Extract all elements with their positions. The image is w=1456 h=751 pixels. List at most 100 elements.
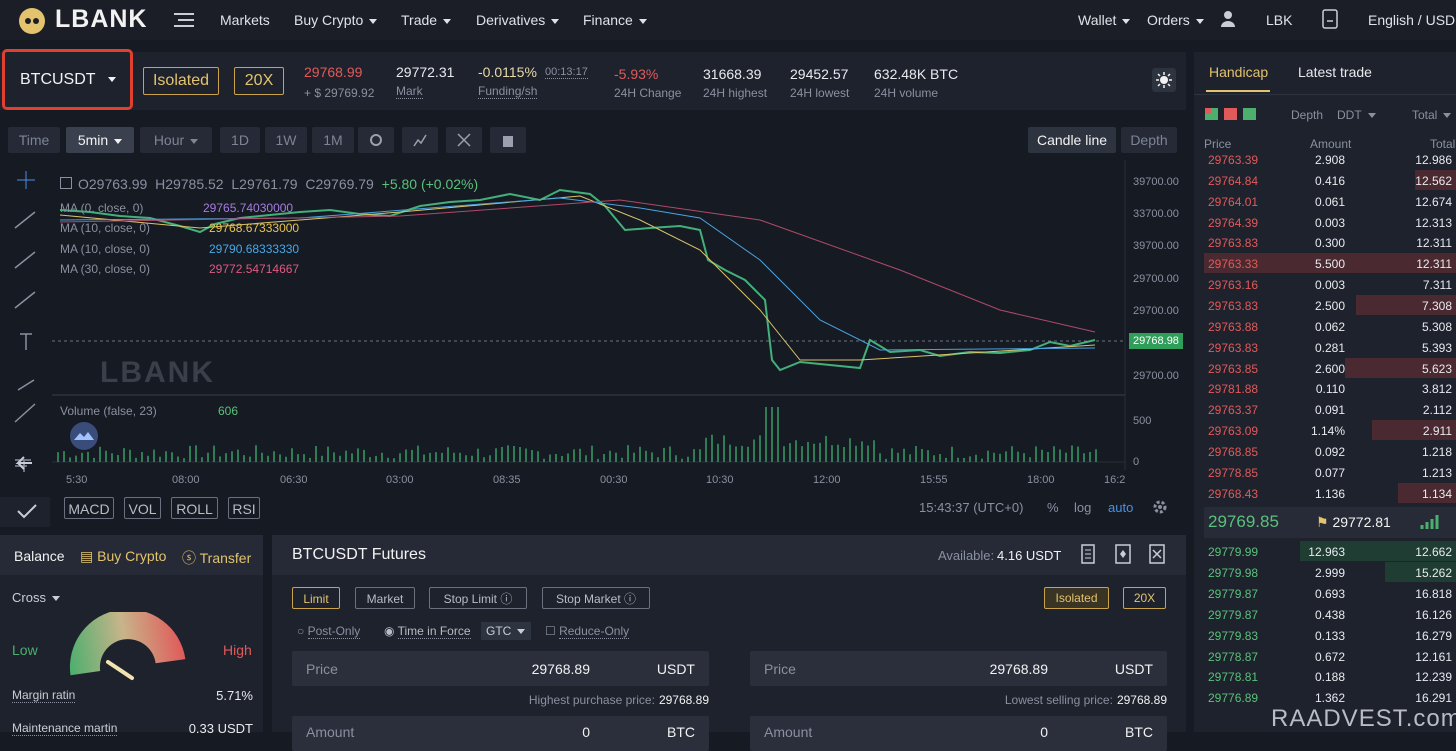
nav-item[interactable]: Markets [220, 12, 270, 28]
study-button[interactable]: RSI [228, 497, 260, 519]
book-price[interactable]: 29779.87 [1208, 586, 1259, 601]
logo[interactable]: LBANK [55, 5, 148, 33]
tool-button[interactable] [446, 127, 482, 153]
view-button[interactable]: Candle line [1028, 127, 1116, 153]
time-in-force-option[interactable]: ◉ Time in Force [384, 624, 471, 639]
interval-button[interactable]: 1W [265, 127, 307, 153]
order-type[interactable]: Market [355, 587, 415, 609]
book-price[interactable]: 29763.37 [1208, 403, 1259, 418]
order-type[interactable]: Limit [292, 587, 340, 609]
tab-underline [1206, 90, 1270, 92]
order-type[interactable]: Stop Limit ⓘ [429, 587, 527, 609]
book-price[interactable]: 29764.01 [1208, 194, 1259, 209]
nav-item[interactable]: Buy Crypto [294, 12, 378, 28]
book-price[interactable]: 29764.84 [1208, 173, 1259, 188]
input-box[interactable] [292, 651, 709, 686]
book-price[interactable]: 29778.81 [1208, 670, 1259, 685]
tool-button[interactable] [402, 127, 438, 153]
book-price[interactable]: 29776.89 [1208, 691, 1259, 706]
price-input[interactable]: 29768.89 [989, 661, 1048, 677]
book-price[interactable]: 29763.39 [1208, 153, 1259, 167]
book-price[interactable]: 29779.83 [1208, 628, 1259, 643]
book-price[interactable]: 29768.85 [1208, 444, 1259, 459]
nav-item[interactable]: Finance [583, 12, 647, 28]
interval-button[interactable]: Time [8, 127, 60, 153]
book-price[interactable]: 29763.16 [1208, 278, 1259, 293]
tool-button[interactable] [490, 127, 526, 153]
funding-rate: -0.0115% [478, 64, 537, 80]
interval-button[interactable]: 1M [312, 127, 354, 153]
nav-label: Derivatives [476, 12, 546, 28]
book-price[interactable]: 29778.87 [1208, 649, 1259, 664]
leverage-button[interactable]: 20X [234, 67, 284, 95]
book-price[interactable]: 29763.09 [1208, 424, 1259, 439]
check-icon[interactable] [16, 502, 38, 520]
input-box[interactable] [750, 716, 1167, 751]
gauge-low: Low [12, 642, 38, 658]
settings-icon[interactable] [1152, 499, 1168, 515]
tool-button[interactable] [358, 127, 394, 153]
menu-icon[interactable] [172, 11, 196, 29]
user-icon[interactable] [1220, 10, 1236, 28]
view-button[interactable]: Depth [1121, 127, 1177, 153]
form-icons[interactable] [1080, 544, 1170, 564]
total-select[interactable]: Total [1412, 108, 1452, 122]
price-input[interactable]: 29768.89 [531, 661, 590, 677]
theme-toggle[interactable] [1152, 68, 1176, 92]
amount-input[interactable]: 0 [582, 724, 590, 740]
reduce-only-option[interactable]: ☐ Reduce-Only [545, 624, 630, 639]
scale-option[interactable]: % [1047, 500, 1059, 515]
input-box[interactable] [292, 716, 709, 751]
symbol-selector[interactable]: BTCUSDT [20, 71, 116, 89]
balance-tab[interactable]: Balance [14, 548, 65, 564]
book-price[interactable]: 29763.83 [1208, 340, 1259, 355]
book-price[interactable]: 29768.43 [1208, 486, 1259, 501]
amount-label: Amount [764, 724, 813, 740]
layout-icons[interactable] [1204, 107, 1264, 121]
margin-mode-button[interactable]: Isolated [1044, 587, 1109, 609]
book-price[interactable]: 29779.98 [1208, 565, 1259, 580]
nav-item[interactable]: Orders [1147, 12, 1204, 28]
book-price[interactable]: 29763.83 [1208, 236, 1259, 251]
book-price[interactable]: 29763.33 [1208, 257, 1259, 272]
nav-item[interactable]: Trade [401, 12, 452, 28]
hint-value: 29768.89 [658, 693, 709, 707]
ob-tab[interactable]: Latest trade [1298, 64, 1372, 80]
scale-option[interactable]: log [1074, 500, 1092, 515]
scale-option[interactable]: auto [1108, 500, 1134, 515]
tif-select[interactable]: GTC [481, 622, 531, 640]
margin-mode: Cross [12, 590, 46, 605]
margin-mode-button[interactable]: Isolated [143, 67, 219, 95]
transfer-link[interactable]: ⓢ Transfer [182, 550, 252, 566]
book-price[interactable]: 29764.39 [1208, 215, 1259, 230]
interval-button[interactable]: 5min [66, 127, 134, 153]
post-only-option[interactable]: ○ Post-Only [297, 624, 361, 639]
nav-item[interactable]: English / USD [1368, 12, 1456, 28]
study-button[interactable]: ROLL [171, 497, 218, 519]
study-button[interactable]: VOL [124, 497, 161, 519]
download-icon[interactable] [1322, 9, 1338, 29]
buy-crypto-link[interactable]: ▤ Buy Crypto [80, 548, 167, 564]
input-box[interactable] [750, 651, 1167, 686]
book-price[interactable]: 29763.85 [1208, 361, 1259, 376]
margin-mode-select[interactable]: Cross [12, 590, 60, 605]
book-price[interactable]: 29779.99 [1208, 545, 1259, 559]
leverage-button[interactable]: 20X [1123, 587, 1166, 609]
book-price[interactable]: 29763.83 [1208, 298, 1259, 313]
nav-item[interactable]: LBK [1266, 12, 1293, 28]
interval-button[interactable]: Hour [140, 127, 212, 153]
study-button[interactable]: MACD [64, 497, 114, 519]
book-price[interactable]: 29778.85 [1208, 465, 1259, 480]
amount-input[interactable]: 0 [1040, 724, 1048, 740]
order-type[interactable]: Stop Market ⓘ [542, 587, 650, 609]
interval-button[interactable]: 1D [220, 127, 260, 153]
nav-item[interactable]: Wallet [1078, 12, 1131, 28]
book-price[interactable]: 29781.88 [1208, 382, 1259, 397]
precision-select[interactable]: DDT [1337, 108, 1376, 122]
book-price[interactable]: 29763.88 [1208, 319, 1259, 334]
nav-item[interactable]: Derivatives [476, 12, 560, 28]
logo-icon [19, 8, 45, 34]
book-price[interactable]: 29779.87 [1208, 607, 1259, 622]
ob-tab[interactable]: Handicap [1209, 64, 1269, 80]
volume-value: 606 [218, 404, 239, 418]
